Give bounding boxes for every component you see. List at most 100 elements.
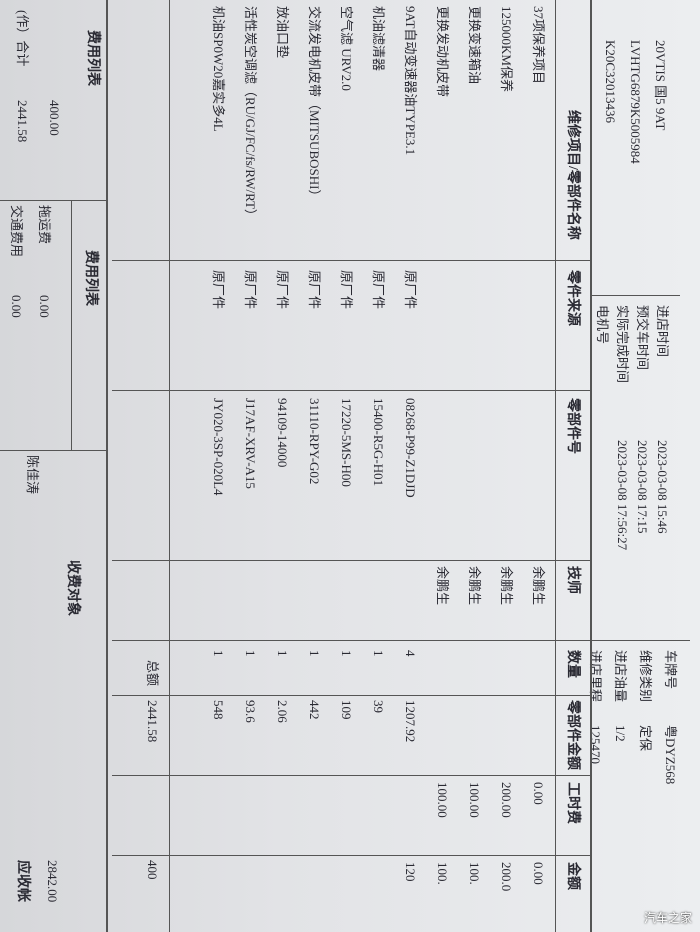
fees-title: 费用列表	[83, 250, 98, 306]
info-value: 粤DYZ568	[663, 725, 678, 785]
cell-name: 活性炭空调滤（RU/GJ/FC/fs/RW/RT）	[243, 6, 258, 222]
cell-parts-amount: 1207.92	[403, 700, 418, 743]
cell-amount: 200.0	[499, 862, 514, 892]
rule	[592, 295, 680, 296]
rule	[106, 0, 108, 932]
cell-labor: 100.00	[467, 782, 482, 818]
receivable-title: 应收帐	[15, 860, 30, 902]
rule	[112, 640, 592, 641]
fee-value: 0.00	[37, 295, 52, 318]
cell-part-no: JY020-3SP-020L4	[211, 398, 226, 496]
cell-source: 原厂件	[403, 270, 418, 310]
column-header: 零件来源	[565, 270, 580, 326]
time-value: 2023-03-08 17:56:27	[615, 440, 630, 551]
watermark: 汽车之家	[643, 911, 692, 925]
cell-qty: 1	[307, 650, 322, 657]
cell-name: 交流发电机皮带（MITSUBOSHI）	[307, 6, 322, 203]
cell-part-no: 94109-14000	[275, 398, 290, 468]
cell-parts-amount: 442	[307, 700, 322, 720]
total-labor: 400	[145, 860, 160, 880]
rule	[71, 200, 72, 450]
cell-name: 机油滤清器	[371, 6, 386, 72]
cell-source: 原厂件	[275, 270, 290, 310]
rule	[555, 0, 556, 932]
cell-part-no: 08268-P99-Z1DJD	[403, 398, 418, 498]
fee-label: 拖运费	[37, 205, 52, 245]
cell-name: 更换发动机皮带	[435, 6, 450, 98]
rule	[0, 200, 108, 201]
cell-amount: 120	[403, 862, 418, 882]
cell-name: 机油SP0W20嘉实多4L	[211, 6, 226, 132]
cell-part-no: 31110-RPY-G02	[307, 398, 322, 485]
rule	[112, 390, 592, 391]
rule	[112, 560, 592, 561]
cell-parts-amount: 2.06	[275, 700, 290, 723]
time-label: 预交车时间	[635, 305, 650, 371]
cell-technician: 余鹏生	[531, 566, 546, 606]
fees-subtotal-label: (作）合计	[15, 10, 30, 67]
cell-qty: 1	[211, 650, 226, 657]
time-label: 进店时间	[655, 305, 670, 358]
rule	[590, 0, 592, 932]
info-label: 维修类别	[638, 650, 653, 703]
cell-parts-amount: 548	[211, 700, 226, 720]
cell-technician: 余鹏生	[435, 566, 450, 606]
info-label: 进店油量	[613, 650, 628, 703]
total-parts: 2441.58	[145, 700, 160, 743]
payer-title: 收费对象	[65, 560, 80, 616]
cell-source: 原厂件	[339, 270, 354, 310]
cell-part-no: J17AF-XRV-A15	[243, 398, 258, 489]
cell-name: 37项保养项目	[531, 6, 546, 85]
cell-part-no: 17220-5MS-H00	[339, 398, 354, 487]
cell-name: 9AT自动变速器油TYPE3.1	[403, 6, 418, 156]
rule	[112, 855, 592, 856]
fee-value: 0.00	[9, 295, 24, 318]
column-header: 零部件号	[565, 398, 580, 454]
time-label: 实际完成时间	[615, 305, 630, 384]
column-header: 零部件金额	[565, 700, 580, 770]
cell-name: 放油口垫	[275, 6, 290, 59]
cell-amount: 100.	[435, 862, 450, 885]
column-header: 维修项目/零部件名称	[565, 110, 580, 240]
cell-qty: 1	[275, 650, 290, 657]
column-header: 数量	[565, 650, 580, 678]
vehicle-model: 20VTIS 国5 9AT	[653, 40, 668, 131]
cell-qty: 1	[243, 650, 258, 657]
cell-technician: 余鹏生	[499, 566, 514, 606]
cell-labor: 200.00	[499, 782, 514, 818]
time-value: 2023-03-08 17:15	[635, 440, 650, 534]
rule	[169, 0, 170, 932]
engine-no: K20C32013436	[603, 40, 618, 124]
column-header: 工时费	[565, 782, 580, 824]
fees-labor-total: 400.00	[47, 100, 62, 136]
cell-qty: 1	[339, 650, 354, 657]
cell-name: 125000KM保养	[499, 6, 514, 92]
column-header: 技师	[565, 566, 580, 594]
receivable-value: 2842.00	[45, 860, 60, 903]
cell-source: 原厂件	[307, 270, 322, 310]
cell-labor: 100.00	[435, 782, 450, 818]
rule	[0, 450, 108, 451]
rule	[592, 640, 690, 641]
rule	[112, 695, 592, 696]
info-value: 定保	[638, 725, 653, 752]
cell-parts-amount: 93.6	[243, 700, 258, 723]
info-label: 车牌号	[663, 650, 678, 690]
cell-part-no: 15400-R5G-H01	[371, 398, 386, 487]
cell-labor: 0.00	[531, 782, 546, 805]
cell-parts-amount: 109	[339, 700, 354, 720]
cell-qty: 4	[403, 650, 418, 657]
cell-qty: 1	[371, 650, 386, 657]
total-label: 总额	[145, 660, 160, 687]
vin: LVHTG6879K5005984	[628, 40, 643, 164]
rule	[112, 260, 592, 261]
cell-name: 更换变速箱油	[467, 6, 482, 85]
fees-subtotal: 2441.58	[15, 100, 30, 143]
cell-amount: 0.00	[531, 862, 546, 885]
payer-name: 陈佳涛	[25, 455, 40, 495]
cell-source: 原厂件	[243, 270, 258, 310]
rule	[112, 775, 592, 776]
cell-technician: 余鹏生	[467, 566, 482, 606]
cell-parts-amount: 39	[371, 700, 386, 713]
